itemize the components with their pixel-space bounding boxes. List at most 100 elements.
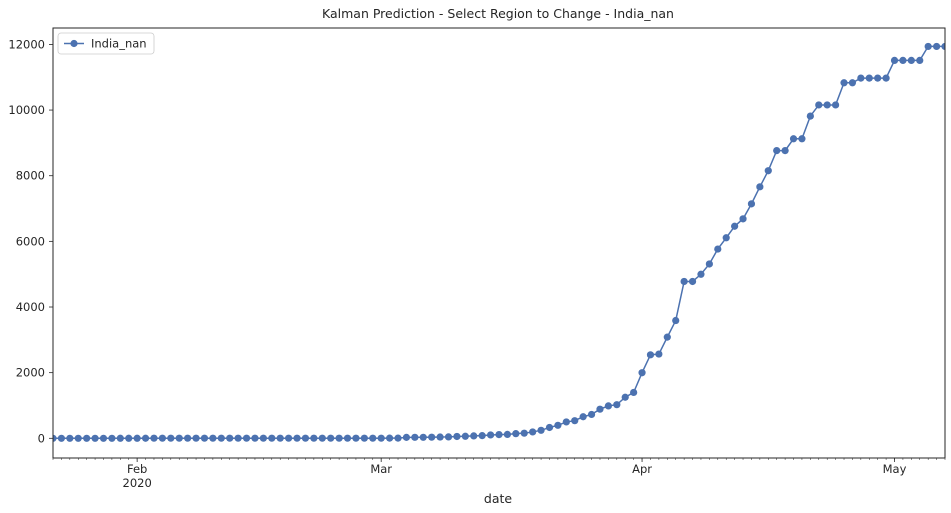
data-point: [890, 56, 899, 64]
data-point: [865, 74, 873, 82]
data-point: [747, 200, 756, 208]
data-point: [402, 433, 411, 441]
data-point: [672, 316, 680, 325]
data-point: [823, 101, 831, 109]
series-line: [53, 45, 945, 440]
data-point: [83, 434, 91, 442]
data-point: [327, 434, 335, 442]
data-point: [184, 434, 192, 442]
data-point: [310, 434, 318, 442]
data-point: [259, 434, 267, 442]
data-point: [503, 430, 512, 438]
x-tick-label: Mar: [370, 462, 392, 476]
data-point: [125, 434, 133, 442]
data-point: [764, 167, 772, 175]
data-point: [116, 434, 124, 442]
data-point: [663, 333, 671, 341]
data-point: [722, 234, 730, 242]
x-tick-label: Apr: [632, 462, 652, 476]
data-point: [150, 434, 158, 442]
data-point: [335, 434, 343, 442]
x-axis-label: date: [484, 491, 512, 506]
y-tick-label: 0: [38, 431, 45, 445]
data-point: [470, 432, 478, 440]
data-point: [377, 434, 385, 442]
data-point: [613, 401, 621, 409]
data-point: [941, 42, 945, 51]
chart-title: Kalman Prediction - Select Region to Cha…: [322, 6, 674, 21]
data-point: [360, 434, 368, 442]
data-point: [529, 428, 537, 436]
data-point: [781, 146, 789, 155]
data-point: [217, 434, 225, 442]
data-point: [714, 245, 722, 253]
data-point: [268, 434, 276, 442]
data-point: [444, 433, 453, 441]
data-point: [646, 351, 655, 359]
data-point: [840, 79, 848, 87]
x-tick-sublabel: 2020: [123, 476, 152, 490]
data-point: [495, 430, 503, 439]
y-tick-label: 6000: [16, 234, 45, 248]
x-tick-label: Feb: [127, 462, 147, 476]
legend-box: [57, 32, 155, 55]
data-point: [133, 434, 141, 442]
data-point: [773, 146, 781, 155]
data-point: [226, 434, 234, 442]
data-point: [175, 434, 183, 442]
axes-frame: [52, 27, 946, 459]
y-tick-label: 8000: [16, 169, 45, 183]
data-point: [486, 431, 495, 439]
data-point: [731, 222, 739, 230]
data-point: [453, 432, 461, 441]
data-point: [630, 388, 638, 397]
data-point: [301, 434, 310, 442]
data-point: [655, 350, 663, 358]
data-point: [276, 434, 284, 442]
data-point: [234, 434, 242, 442]
data-point: [562, 418, 570, 426]
data-point: [394, 434, 402, 442]
data-point: [91, 434, 99, 442]
data-point: [209, 434, 217, 442]
y-tick-label: 2000: [16, 366, 45, 380]
data-point: [200, 434, 209, 442]
data-point: [285, 434, 293, 442]
data-point: [436, 433, 444, 441]
data-point: [108, 434, 116, 442]
data-point: [428, 433, 436, 441]
data-point: [352, 434, 360, 442]
data-point: [66, 434, 74, 442]
data-point: [638, 369, 646, 377]
data-point: [192, 434, 200, 442]
data-point: [832, 101, 840, 109]
data-point: [158, 434, 166, 442]
data-point: [141, 434, 150, 442]
y-tick-label: 12000: [8, 37, 45, 51]
data-point: [798, 135, 806, 143]
data-point: [242, 434, 251, 442]
data-point: [520, 429, 528, 437]
data-point: [806, 112, 814, 120]
data-point: [478, 432, 486, 440]
data-point: [596, 405, 604, 413]
data-point: [882, 74, 890, 82]
data-point: [318, 434, 326, 442]
data-point: [848, 79, 857, 87]
data-point: [53, 434, 57, 442]
data-point: [932, 42, 941, 51]
data-point: [621, 393, 629, 401]
data-point: [688, 277, 697, 286]
data-point: [419, 433, 427, 441]
data-point: [705, 260, 713, 268]
data-point: [579, 413, 587, 421]
data-point: [167, 434, 175, 442]
y-axis: 0 2000 4000 6000 8000 10000 12000: [8, 37, 53, 445]
data-point: [916, 56, 924, 64]
data-point: [697, 270, 705, 278]
data-point: [907, 56, 915, 64]
data-point: [680, 277, 688, 286]
plot-area: [52, 27, 946, 459]
data-point: [857, 74, 865, 82]
